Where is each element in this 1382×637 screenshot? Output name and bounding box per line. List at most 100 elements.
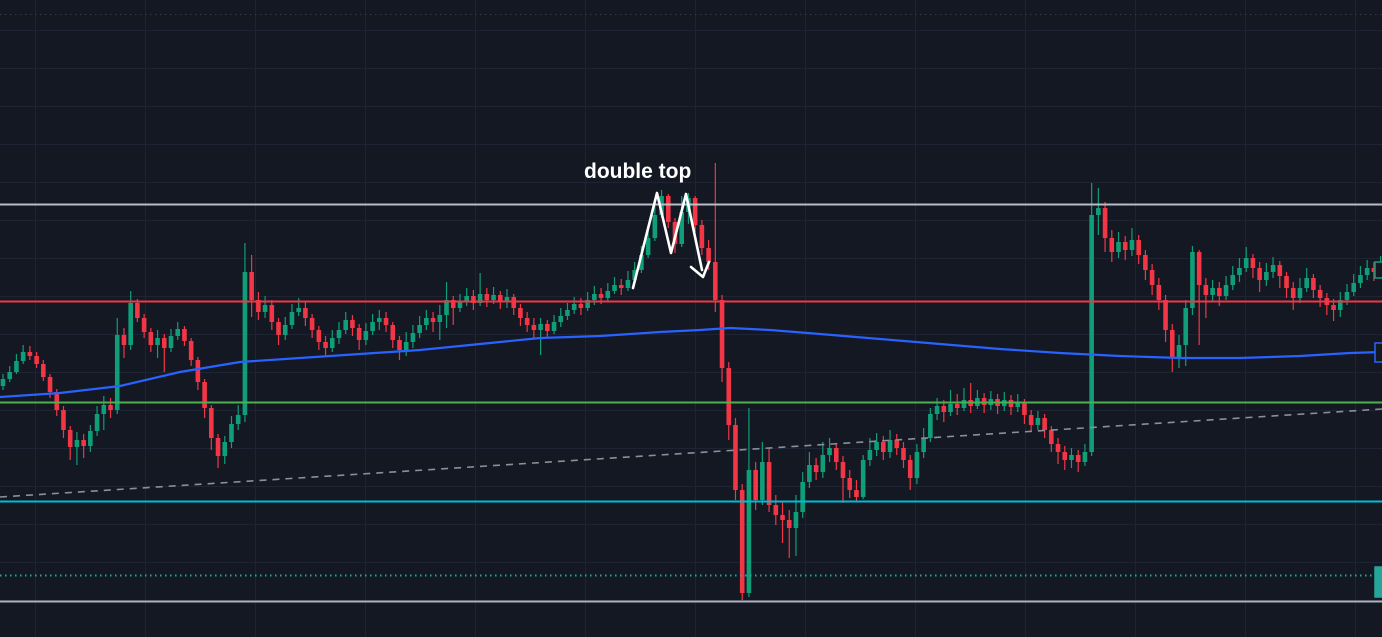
horizontal-level-lines[interactable] bbox=[0, 14, 1382, 603]
candle-body bbox=[1102, 208, 1108, 238]
candle-body bbox=[403, 342, 409, 350]
candle-body bbox=[1129, 240, 1135, 250]
arrow-head bbox=[689, 260, 711, 279]
candle-body bbox=[256, 300, 261, 312]
candle-body bbox=[1364, 268, 1370, 275]
candle-body bbox=[692, 198, 698, 225]
candle-body bbox=[1042, 418, 1047, 430]
candle-body bbox=[1035, 418, 1041, 425]
candle-body bbox=[74, 440, 80, 447]
candle-body bbox=[108, 405, 113, 410]
candle-body bbox=[1237, 268, 1242, 275]
candle-body bbox=[598, 294, 604, 298]
candle-body bbox=[81, 440, 86, 446]
candle-body bbox=[1149, 270, 1155, 285]
candle-body bbox=[1243, 258, 1249, 268]
candle-body bbox=[269, 305, 275, 322]
candle-body bbox=[1297, 288, 1303, 298]
candle-body bbox=[215, 438, 221, 456]
candle-body bbox=[14, 361, 19, 372]
candle-body bbox=[921, 438, 926, 452]
candle-body bbox=[27, 352, 33, 356]
double-top-annotation[interactable]: double top bbox=[584, 160, 711, 290]
candle-body bbox=[726, 368, 732, 425]
candle-body bbox=[383, 318, 389, 325]
candle-body bbox=[1116, 242, 1121, 252]
trendline-drawing[interactable] bbox=[0, 408, 1382, 498]
price-axis-labels bbox=[1374, 261, 1382, 598]
candle-body bbox=[538, 324, 543, 330]
candle-body bbox=[202, 382, 207, 408]
candle-body bbox=[296, 308, 301, 312]
candle-body bbox=[827, 448, 832, 455]
candle-body bbox=[793, 512, 799, 528]
double-top-zigzag-arrow[interactable] bbox=[631, 191, 704, 290]
candle-body bbox=[961, 400, 967, 408]
candle-body bbox=[786, 520, 792, 528]
candle-body bbox=[316, 330, 322, 342]
candle-body bbox=[1163, 300, 1168, 330]
candle-body bbox=[1183, 308, 1189, 345]
candle-body bbox=[1304, 278, 1309, 288]
ma-price-label bbox=[1374, 342, 1382, 363]
candle-body bbox=[753, 470, 758, 500]
candle-body bbox=[1290, 288, 1296, 298]
candle-body bbox=[1311, 278, 1316, 290]
candle-body bbox=[847, 478, 853, 490]
candle-body bbox=[618, 285, 624, 288]
candle-body bbox=[1223, 285, 1229, 296]
candle-body bbox=[1055, 444, 1061, 452]
candle-body bbox=[54, 392, 60, 410]
candle-body bbox=[350, 320, 355, 328]
candle-body bbox=[833, 448, 839, 462]
candle-body bbox=[168, 336, 174, 348]
candle-body bbox=[881, 442, 886, 452]
candle-body bbox=[652, 215, 658, 238]
candle-body bbox=[766, 462, 772, 505]
candle-body bbox=[41, 364, 46, 377]
candle-body bbox=[645, 238, 651, 255]
candle-body bbox=[61, 410, 66, 430]
candle-body bbox=[114, 335, 120, 410]
candle-body bbox=[377, 318, 382, 322]
candle-body bbox=[249, 272, 254, 300]
teal-price-label bbox=[1374, 566, 1382, 598]
candle-body bbox=[336, 330, 342, 338]
candle-body bbox=[148, 332, 154, 345]
candle-body bbox=[343, 320, 349, 330]
candle-body bbox=[518, 308, 523, 318]
candle-body bbox=[914, 452, 920, 478]
candle-body bbox=[504, 297, 510, 302]
candle-body bbox=[1277, 265, 1283, 276]
candle-body bbox=[545, 324, 550, 331]
candle-body bbox=[665, 196, 671, 222]
candle-body bbox=[1317, 290, 1323, 298]
candle-body bbox=[67, 430, 73, 447]
candle-body bbox=[954, 404, 960, 408]
candle-body bbox=[1062, 452, 1068, 460]
candle-body bbox=[706, 248, 711, 262]
candle-body bbox=[1169, 330, 1175, 358]
ascending-trendline[interactable] bbox=[0, 408, 1382, 498]
moving-average-line bbox=[0, 326, 1382, 399]
candle-body bbox=[571, 304, 577, 310]
candle-body bbox=[497, 295, 503, 302]
candle-body bbox=[88, 431, 93, 446]
candle-body bbox=[1089, 215, 1094, 452]
candle-body bbox=[471, 296, 476, 303]
candle-body bbox=[558, 316, 564, 322]
candle-body bbox=[437, 315, 443, 322]
candle-body bbox=[135, 303, 140, 318]
candle-body bbox=[222, 442, 228, 456]
candle-body bbox=[430, 318, 436, 322]
candle-body bbox=[625, 280, 631, 288]
candle-body bbox=[1176, 345, 1182, 358]
candle-body bbox=[444, 300, 449, 315]
candle-body bbox=[1143, 255, 1148, 270]
annotation-text[interactable]: double top bbox=[584, 160, 691, 183]
candle-body bbox=[188, 341, 194, 360]
candle-body bbox=[887, 440, 893, 452]
candle-body bbox=[450, 300, 456, 308]
